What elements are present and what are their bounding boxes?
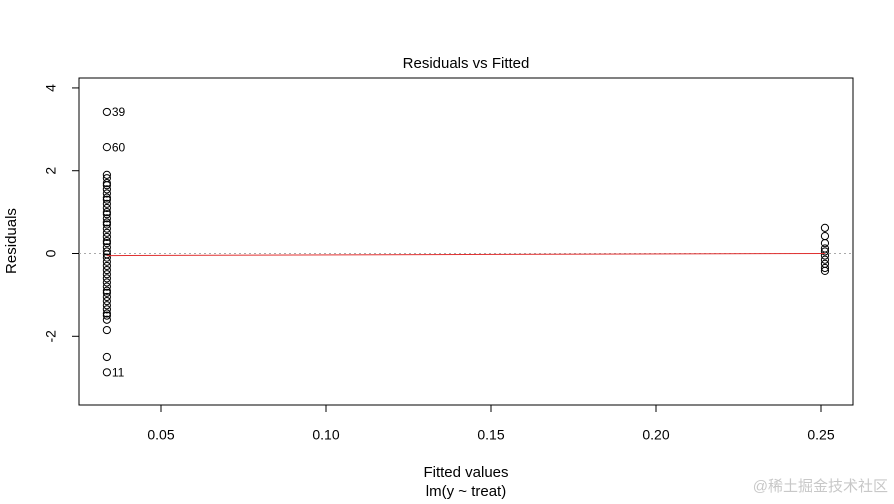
point <box>820 223 830 232</box>
point <box>102 352 111 362</box>
point <box>102 265 111 275</box>
point <box>102 193 111 202</box>
point <box>102 203 111 213</box>
point <box>102 218 111 227</box>
point <box>102 311 111 320</box>
point <box>102 368 111 377</box>
point <box>102 274 111 283</box>
point <box>102 224 111 233</box>
point <box>820 266 830 275</box>
point <box>820 239 830 248</box>
point <box>102 282 111 291</box>
point <box>820 255 830 264</box>
point <box>102 228 111 237</box>
point <box>102 261 111 271</box>
point <box>102 301 111 310</box>
point <box>102 309 111 318</box>
point <box>102 247 111 256</box>
x-tick-label: 0.25 <box>807 427 834 443</box>
point <box>820 247 830 256</box>
y-tick-label: 4 <box>43 84 59 92</box>
point <box>102 315 111 324</box>
point <box>102 236 111 246</box>
point <box>102 220 111 229</box>
point <box>102 292 111 302</box>
y-axis-label: Residuals <box>3 208 20 274</box>
point <box>820 263 830 273</box>
point <box>102 208 111 217</box>
point <box>102 185 111 194</box>
x-tick-label: 0.15 <box>477 427 504 443</box>
watermark: @稀土掘金技术社区 <box>753 478 888 495</box>
point <box>102 179 111 188</box>
point <box>102 253 111 262</box>
point <box>102 297 111 306</box>
y-tick-label: 2 <box>43 167 59 175</box>
y-tick-label: -2 <box>43 330 59 343</box>
x-tick-label: 0.20 <box>642 427 669 443</box>
point <box>102 239 111 248</box>
point <box>102 325 111 335</box>
x-axis-label: Fitted values <box>423 464 508 481</box>
x-tick-label: 0.10 <box>312 427 339 443</box>
point <box>820 251 830 260</box>
point <box>102 170 111 179</box>
point <box>102 199 111 208</box>
point <box>102 257 111 266</box>
point <box>102 286 111 295</box>
point <box>102 278 111 287</box>
subtitle: lm(y ~ treat) <box>426 483 506 500</box>
point <box>102 143 111 152</box>
point <box>102 270 111 279</box>
smooth-line <box>106 253 825 257</box>
chart-title: Residuals vs Fitted <box>403 55 530 72</box>
point <box>102 288 111 297</box>
point-label: 39 <box>112 105 126 119</box>
point <box>102 232 111 242</box>
point-label: 11 <box>112 365 125 379</box>
point-label: 60 <box>112 140 126 154</box>
point <box>102 214 111 223</box>
x-tick-label: 0.05 <box>147 427 174 443</box>
y-tick-label: 0 <box>43 249 59 257</box>
point <box>102 195 111 204</box>
point <box>102 210 111 219</box>
point <box>102 189 111 198</box>
point <box>102 181 111 190</box>
point <box>102 305 111 314</box>
point <box>102 107 111 117</box>
